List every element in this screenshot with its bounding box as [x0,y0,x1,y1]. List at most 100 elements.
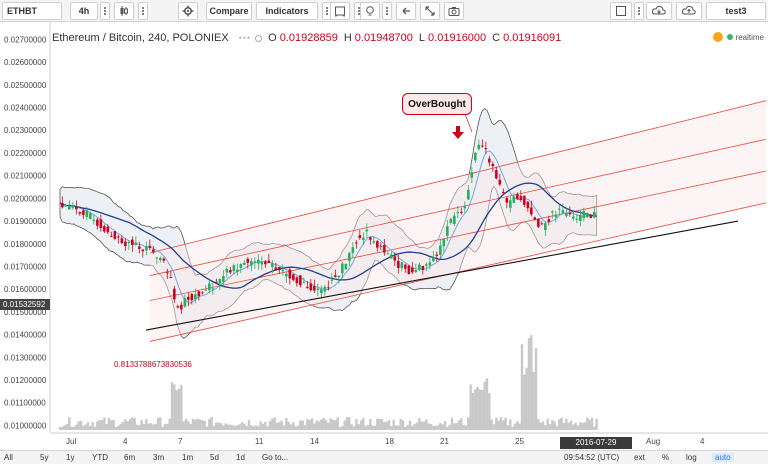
volume-bar [126,421,129,430]
volume-bar [247,420,251,430]
volume-bar [572,424,575,430]
range-6m[interactable]: 6m [124,453,136,462]
user-menu-button[interactable]: test3 [706,2,766,20]
volume-bar [595,418,598,430]
candle-body [68,205,71,210]
bar-style-icon[interactable] [114,2,134,20]
volume-bar [390,426,393,430]
auto-scale-toggle[interactable]: auto [712,453,734,462]
range-5d[interactable]: 5d [210,453,219,462]
volume-bar [168,418,171,430]
series-visibility-icon[interactable] [255,34,263,42]
extended-hours-toggle[interactable]: ext [634,453,645,462]
range-ytd[interactable]: YTD [92,453,108,462]
y-tick-label: 0.01500000 [4,308,47,317]
volume-bar [565,418,568,430]
range-all[interactable]: All [4,453,13,462]
volume-bar [117,425,120,430]
volume-bar [324,419,328,430]
close-key: C [492,32,501,44]
interval-more-icon[interactable] [100,2,110,20]
volume-bar [121,421,125,430]
volume-bar [455,422,458,430]
candle-body [124,241,127,247]
layout-icon[interactable] [610,2,632,20]
volume-bar [516,421,519,430]
candle-body [435,254,439,256]
indicators-button[interactable]: Indicators [256,2,318,20]
candles-group [61,139,596,314]
idea-lightbulb-icon[interactable] [360,2,380,20]
volume-bar [546,418,549,430]
high-value: 0.01948700 [354,32,413,44]
volume-bar [366,424,370,430]
cloud-download-icon[interactable] [646,2,672,20]
range-3m[interactable]: 3m [153,453,165,462]
utc-clock[interactable]: 09:54:52 (UTC) [564,453,620,462]
volume-bar [294,426,297,430]
candle-body [180,304,183,310]
interval-selector[interactable]: 4h [70,2,98,20]
undo-icon[interactable] [396,2,416,20]
y-tick-label: 0.02100000 [4,172,47,181]
volume-bar [464,425,468,430]
candle-body [565,213,568,217]
candle-body [439,245,442,255]
range-1y[interactable]: 1y [66,453,75,462]
candle-body [393,256,397,261]
volume-bar [544,425,547,430]
chart-area[interactable]: 0.02700000 0.02600000 0.02500000 0.02400000… [0,22,768,459]
volume-bar [98,419,101,430]
range-1m[interactable]: 1m [182,453,194,462]
volume-bar [310,418,314,430]
volume-bar [166,423,169,430]
range-5y[interactable]: 5y [40,453,49,462]
compare-button[interactable]: Compare [206,2,252,20]
candle-body [316,288,320,290]
series-menu-icon[interactable]: ••• [238,33,252,43]
cloud-upload-icon[interactable] [676,2,702,20]
alert-icon[interactable] [330,2,350,20]
volume-bar [446,426,449,430]
volume-bar [105,423,108,430]
candle-body [134,242,138,245]
y-tick-label: 0.02600000 [4,58,47,67]
volume-bar [411,425,414,430]
volume-bar [317,421,321,430]
bar-style-dropdown-icon[interactable] [138,2,148,20]
volume-bar [481,389,484,430]
settings-gear-icon[interactable] [178,2,198,20]
y-tick-label: 0.01600000 [4,285,47,294]
x-tick-label: 18 [385,437,394,446]
percent-scale-toggle[interactable]: % [662,453,670,462]
volume-bar [240,422,244,430]
log-scale-toggle[interactable]: log [686,453,697,462]
candle-body [225,268,229,273]
volume-bar [252,426,255,430]
fullscreen-icon[interactable] [420,2,440,20]
candle-body [386,253,390,255]
candle-body [222,276,225,282]
realtime-label: realtime [735,32,764,42]
layout-more-icon[interactable] [634,2,644,20]
snapshot-camera-icon[interactable] [444,2,464,20]
candle-body [404,264,407,269]
candle-body [260,262,264,265]
volume-bar [61,426,64,430]
volume-bar [278,421,281,430]
idea-more-icon[interactable] [382,2,392,20]
candle-body [481,145,484,147]
candle-body [407,265,411,275]
symbol-search-input[interactable]: ETHBT [2,2,62,20]
volume-bar [364,426,367,430]
volume-bar [450,417,454,430]
x-tick-label: 25 [515,437,524,446]
range-1d[interactable]: 1d [236,453,245,462]
go-to-date-button[interactable]: Go to... [262,453,289,462]
overbought-label[interactable]: OverBought [402,93,472,115]
volume-bar [443,421,447,430]
trendline-group [145,220,739,331]
x-tick-label: Aug [646,437,660,446]
chart-canvas[interactable]: 0.02700000 0.02600000 0.02500000 0.02400000… [0,22,768,450]
volume-bar [485,378,489,430]
